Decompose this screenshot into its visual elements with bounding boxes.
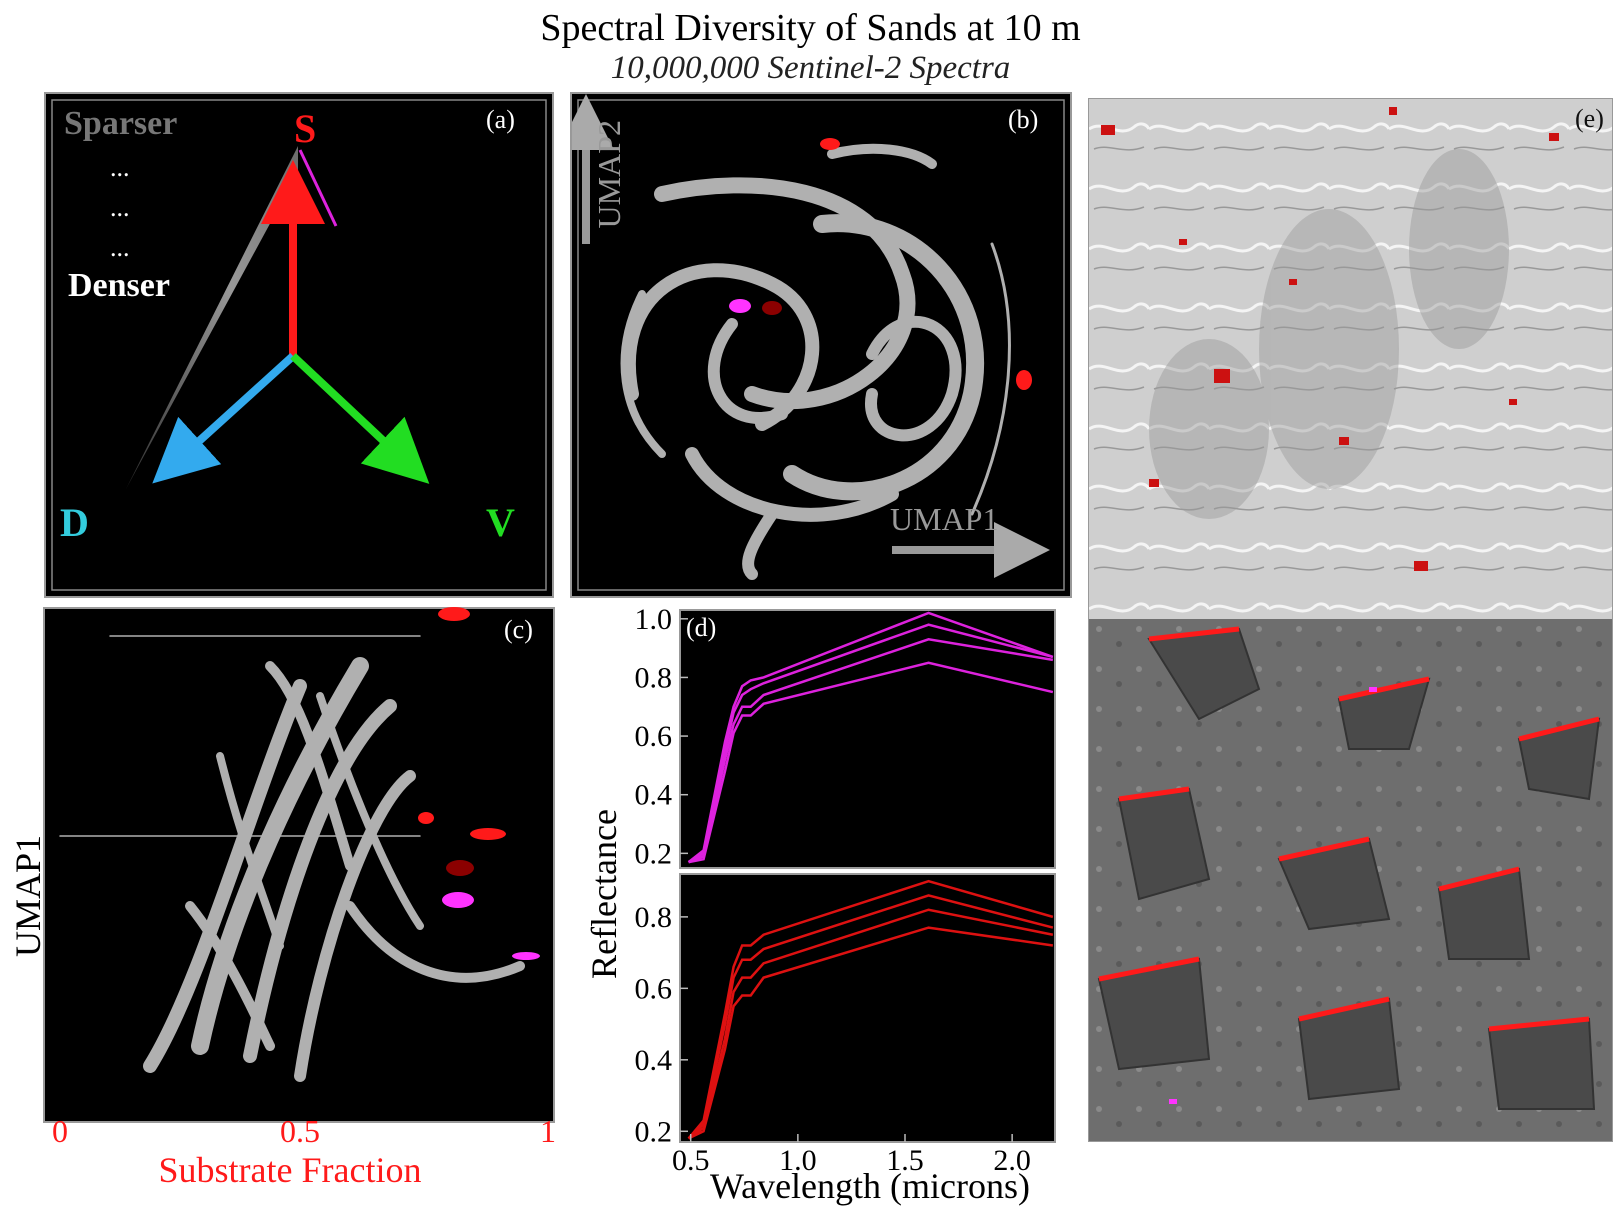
density-wedge bbox=[126, 146, 298, 489]
spectrum-line-top-4 bbox=[688, 661, 1054, 864]
denser-label: Denser bbox=[68, 267, 170, 304]
panel-e-imagery: (e) bbox=[1089, 99, 1612, 1141]
panel-b-plot: UMAP2 UMAP1 (b) bbox=[572, 94, 1065, 591]
panel-c-ylabel: UMAP1 bbox=[8, 835, 48, 957]
red-cluster-c2 bbox=[418, 812, 434, 824]
spectrum-line-bottom-3 bbox=[687, 908, 1054, 1140]
xtick-1: 1 bbox=[540, 1113, 556, 1149]
ytick-label-top: 0.4 bbox=[635, 779, 673, 812]
red-pixels-lower bbox=[1098, 626, 1600, 1032]
endmember-d: D bbox=[60, 500, 89, 545]
spectra-bottom-frame bbox=[679, 873, 1056, 1143]
panel-c: UMAP1 0 0.5 1 Substrate Fraction (c) bbox=[0, 606, 560, 1206]
xtick-0: 0 bbox=[52, 1113, 68, 1149]
dots-1: ... bbox=[110, 153, 130, 182]
magenta-cluster-c1 bbox=[442, 892, 474, 908]
magenta-pixels-lower bbox=[1169, 687, 1377, 1104]
dark-interdunes bbox=[1149, 149, 1509, 519]
sparser-label: Sparser bbox=[64, 105, 177, 142]
dune-slip-faces bbox=[1097, 627, 1601, 1110]
red-cluster-c1 bbox=[438, 607, 470, 621]
umap-vs-fraction-swirls bbox=[59, 635, 525, 1082]
reflectance-ylabel: Reflectance bbox=[584, 809, 624, 979]
red-cluster-top bbox=[820, 138, 840, 150]
ytick-label-top: 0.8 bbox=[635, 661, 673, 694]
umap-swirls bbox=[620, 143, 1011, 580]
red-pixels-upper bbox=[1101, 107, 1559, 571]
xtick-label: 0.5 bbox=[672, 1144, 710, 1177]
ytick-label-bottom: 0.4 bbox=[635, 1044, 673, 1077]
spectra-top-series bbox=[687, 611, 1054, 864]
magenta-edge-points bbox=[298, 149, 338, 227]
xtick-label: 1.0 bbox=[779, 1144, 817, 1177]
panel-b-label: (b) bbox=[1008, 105, 1038, 134]
panel-a-plot: Sparser ... ... ... Denser S D V (a) bbox=[51, 99, 547, 591]
ytick-label-bottom: 0.6 bbox=[635, 972, 673, 1005]
panel-e-label: (e) bbox=[1575, 104, 1604, 133]
panel-c-xlabel: Substrate Fraction bbox=[159, 1150, 422, 1190]
panel-b-frame bbox=[577, 99, 1065, 591]
endmember-v: V bbox=[486, 500, 515, 545]
panel-d: 0.2 0.4 0.6 0.8 1.0 0.2 0.4 0.6 0.8 0.5 1.0 1.5 2.0 … bbox=[580, 603, 1080, 1208]
panel-a: Sparser ... ... ... Denser S D V (a) bbox=[44, 92, 554, 598]
endmember-s: S bbox=[294, 106, 316, 151]
umap2-label: UMAP2 bbox=[591, 120, 627, 228]
red-cluster-c3 bbox=[470, 828, 506, 840]
panel-d-plot: 0.20.40.60.81.00.20.40.60.80.5 1.0 1.5 2.0 … bbox=[584, 603, 1056, 1206]
xtick-0.5: 0.5 bbox=[280, 1113, 320, 1149]
vegetation-arrow bbox=[290, 353, 430, 484]
panel-d-label: (d) bbox=[686, 613, 716, 642]
dots-3: ... bbox=[110, 233, 130, 262]
spectra-top-frame bbox=[679, 609, 1056, 869]
xtick-label: 1.5 bbox=[886, 1144, 924, 1177]
panel-a-frame bbox=[51, 99, 547, 591]
spectra-bottom-series bbox=[687, 879, 1054, 1140]
figure-title: Spectral Diversity of Sands at 10 m bbox=[540, 7, 1081, 49]
panel-c-label: (c) bbox=[504, 615, 533, 644]
ytick-label-bottom: 0.2 bbox=[635, 1115, 673, 1148]
panel-e: (e) bbox=[1088, 98, 1613, 1142]
magenta-cluster-c2 bbox=[512, 952, 540, 960]
spectrum-line-bottom-2 bbox=[687, 894, 1054, 1140]
dark-red-cluster bbox=[762, 301, 782, 315]
spectrum-line-bottom-4 bbox=[688, 926, 1054, 1140]
panel-a-label: (a) bbox=[486, 105, 515, 134]
red-cluster-right bbox=[1016, 370, 1032, 390]
ytick-label-top: 1.0 bbox=[635, 604, 673, 636]
magenta-cluster bbox=[729, 299, 751, 313]
ytick-label-bottom: 0.8 bbox=[635, 901, 673, 934]
dots-2: ... bbox=[110, 193, 130, 222]
ytick-label-top: 0.2 bbox=[635, 837, 673, 870]
xtick-label: 2.0 bbox=[993, 1144, 1031, 1177]
panel-b: UMAP2 UMAP1 (b) bbox=[570, 92, 1072, 598]
panel-c-plot: UMAP1 0 0.5 1 Substrate Fraction (c) bbox=[8, 607, 556, 1190]
umap1-label: UMAP1 bbox=[890, 501, 998, 537]
dark-arrow bbox=[152, 353, 296, 484]
wavelength-xlabel: Wavelength (microns) bbox=[710, 1166, 1030, 1206]
spectrum-line-top-3 bbox=[688, 638, 1054, 864]
spectra-ticks: 0.2 0.4 0.6 0.8 1.0 0.2 0.4 0.6 0.8 0.5 1.0 1.5 2.0 bbox=[635, 603, 1031, 1177]
bright-dune-field bbox=[1089, 99, 1612, 619]
ytick-label-top: 0.6 bbox=[635, 720, 673, 753]
dark-red-cluster-c bbox=[446, 860, 474, 876]
figure-subtitle: 10,000,000 Sentinel-2 Spectra bbox=[610, 50, 1011, 86]
